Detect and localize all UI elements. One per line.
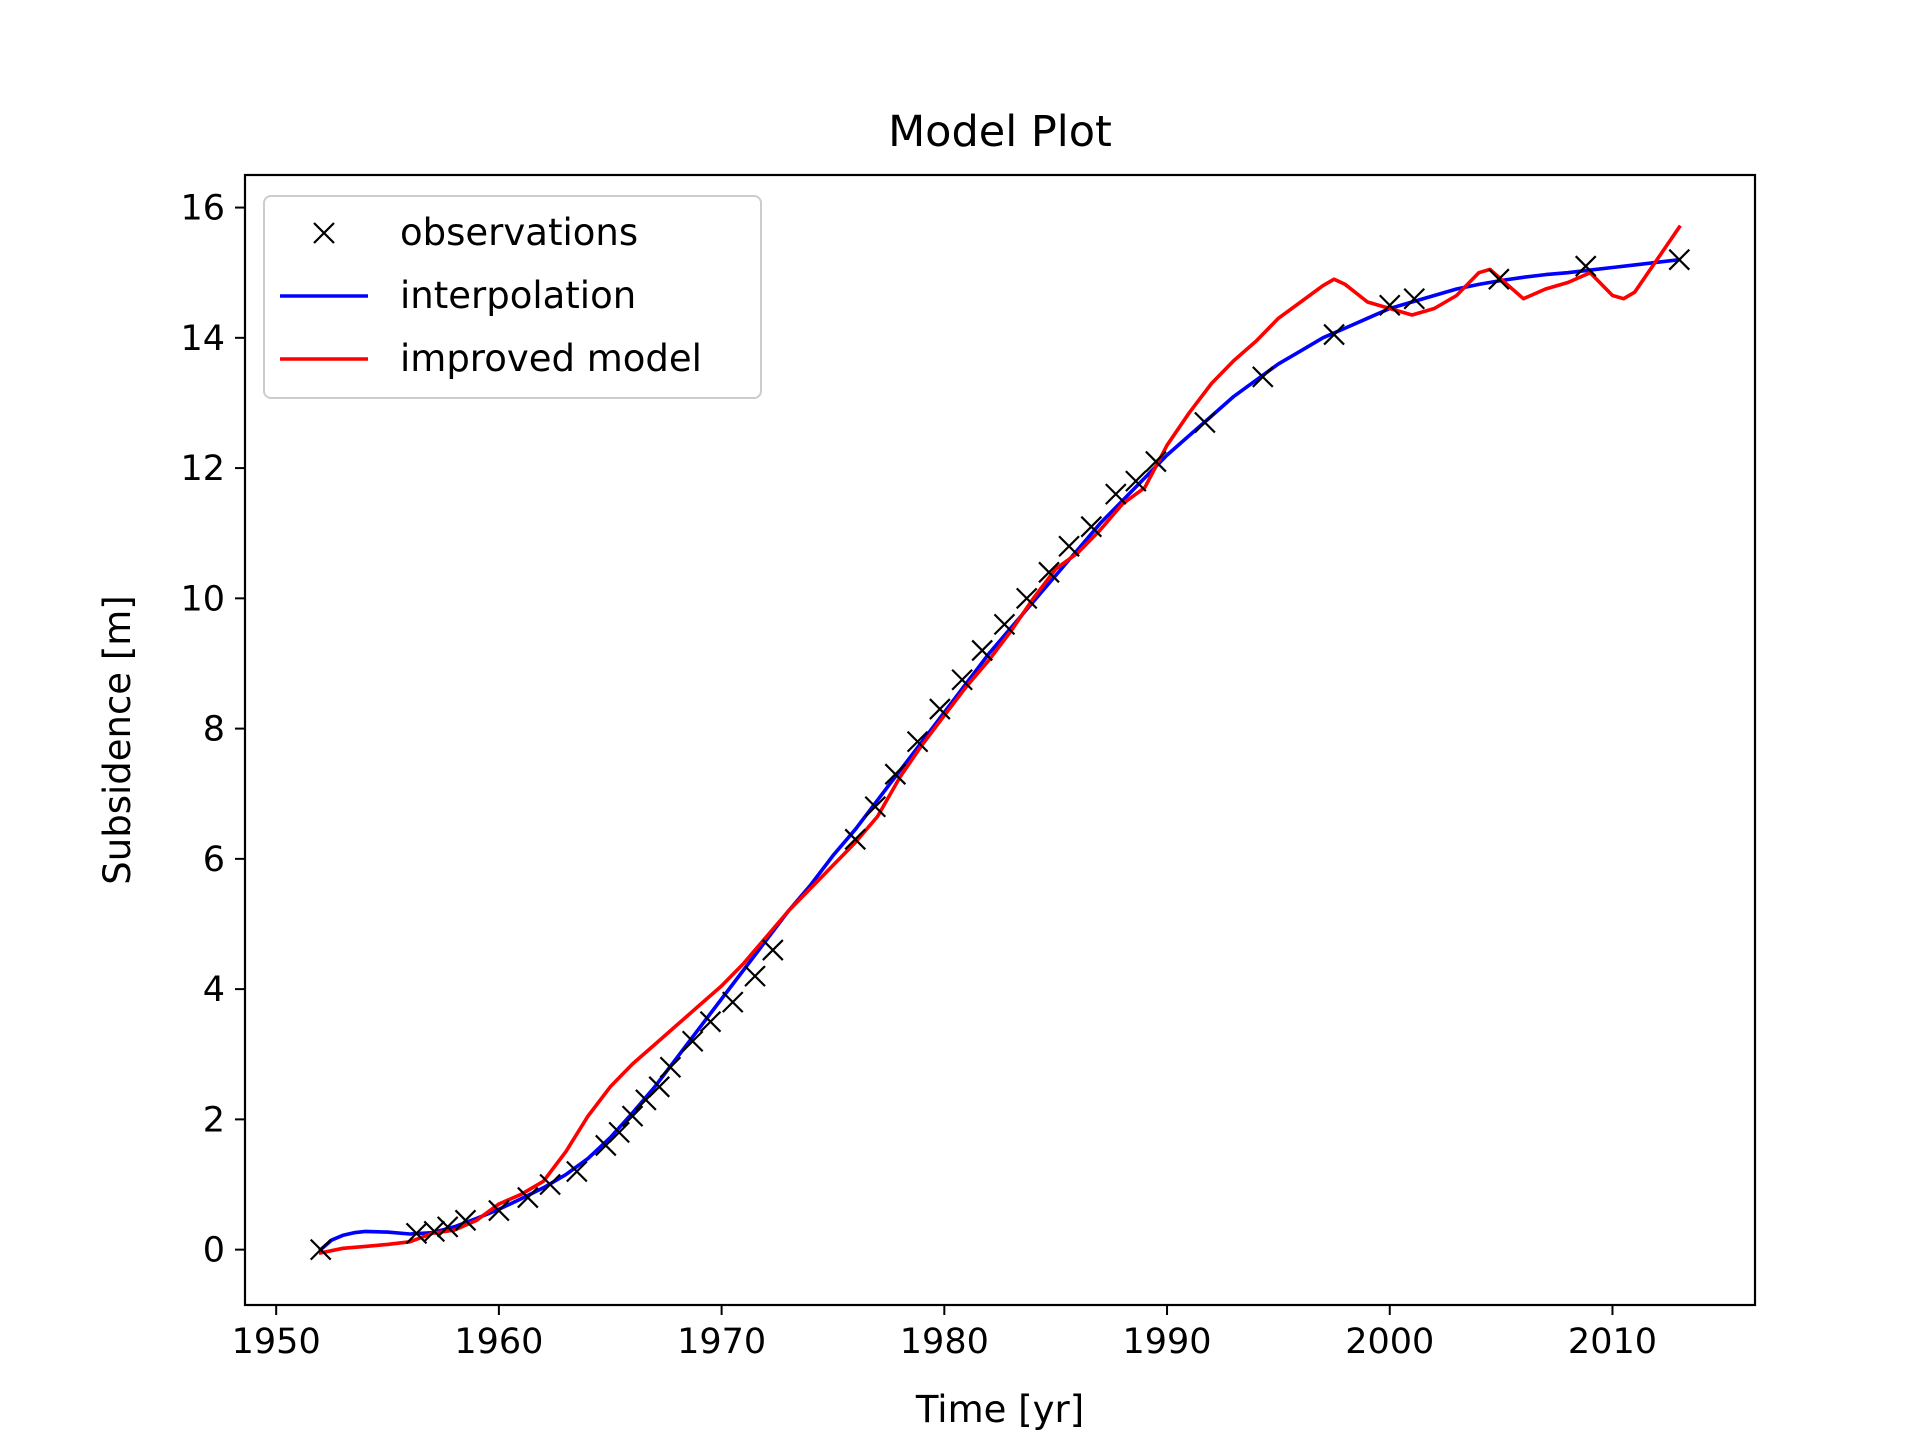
y-tick-label: 10 — [180, 579, 225, 619]
observations-marker — [972, 640, 992, 660]
legend-label-interpolation: interpolation — [400, 274, 636, 317]
observations-marker — [723, 992, 743, 1012]
observations-marker — [623, 1106, 643, 1126]
y-axis-label: Subsidence [m] — [96, 595, 139, 884]
x-tick-label: 1990 — [1122, 1322, 1211, 1362]
x-tick-label: 1950 — [232, 1322, 321, 1362]
legend-label-observations: observations — [400, 211, 638, 254]
legend: observations interpolation improved model — [264, 196, 761, 398]
legend-label-improved-model: improved model — [400, 337, 702, 380]
x-axis-ticks: 1950 1960 1970 1980 1990 2000 2010 — [232, 1305, 1657, 1362]
x-tick-label: 1960 — [454, 1322, 543, 1362]
x-tick-label: 1980 — [900, 1322, 989, 1362]
observations-marker — [660, 1057, 680, 1077]
chart-title: Model Plot — [888, 107, 1112, 157]
observations-marker — [745, 966, 765, 986]
x-tick-label: 2010 — [1568, 1322, 1657, 1362]
y-tick-label: 4 — [203, 970, 225, 1010]
x-axis-label: Time [yr] — [915, 1388, 1084, 1431]
observations-marker — [1106, 484, 1126, 504]
observations-marker — [540, 1175, 560, 1195]
y-tick-label: 12 — [180, 449, 225, 489]
y-tick-label: 8 — [203, 710, 225, 750]
x-tick-label: 1970 — [677, 1322, 766, 1362]
observations-marker — [1195, 412, 1215, 432]
observations-marker — [994, 614, 1014, 634]
y-tick-label: 6 — [203, 840, 225, 880]
y-tick-label: 14 — [180, 319, 225, 359]
observations-marker — [1059, 536, 1079, 556]
y-axis-ticks: 0 2 4 6 8 10 12 14 16 — [180, 189, 245, 1271]
x-tick-label: 2000 — [1345, 1322, 1434, 1362]
y-tick-label: 2 — [203, 1100, 225, 1140]
observations-marker — [1253, 367, 1273, 387]
y-tick-label: 0 — [203, 1231, 225, 1271]
interpolation-line — [321, 260, 1680, 1250]
y-tick-label: 16 — [180, 189, 225, 229]
observations-marker — [763, 940, 783, 960]
